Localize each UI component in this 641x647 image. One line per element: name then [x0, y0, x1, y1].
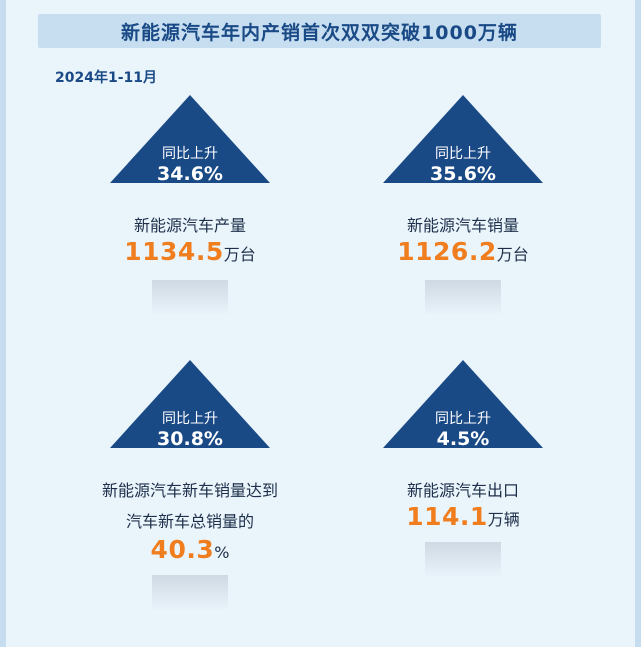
metric-number: 1126.2 [397, 237, 497, 266]
metric-number: 1134.5 [124, 237, 224, 266]
metric-label: 新能源汽车新车销量达到 [101, 481, 278, 500]
pedestal [425, 280, 501, 316]
metric-unit: 万台 [496, 245, 529, 264]
frame-left [0, 0, 6, 647]
metric-label: 新能源汽车销量 [406, 216, 519, 235]
up-arrow: 同比上升 35.6% [383, 95, 543, 185]
up-arrow-icon [110, 95, 270, 183]
metric-number: 114.1 [406, 502, 488, 531]
up-arrow-icon [383, 360, 543, 448]
arrow-value: 35.6% [430, 163, 496, 185]
arrow-label: 同比上升 [162, 411, 218, 427]
metric-number: 40.3 [150, 535, 215, 564]
page-title: 新能源汽车年内产销首次双双突破1000万辆 [121, 21, 518, 44]
arrow-label: 同比上升 [435, 411, 491, 427]
metric-label: 新能源汽车出口 [406, 481, 519, 500]
pedestal [152, 575, 228, 611]
up-arrow: 同比上升 30.8% [110, 360, 270, 450]
frame-right [635, 0, 641, 647]
metric-value: 114.1万辆 [333, 502, 593, 531]
metric-value: 40.3% [60, 535, 320, 564]
arrow-value: 34.6% [157, 163, 223, 185]
metric-unit: 万辆 [487, 510, 520, 529]
card-production: 同比上升 34.6% 新能源汽车产量 1134.5万台 [60, 95, 320, 316]
metric-unit: % [214, 543, 230, 562]
period-label: 2024年1-11月 [55, 70, 157, 86]
arrow-label: 同比上升 [162, 146, 218, 162]
arrow-label: 同比上升 [435, 146, 491, 162]
arrow-value: 30.8% [157, 428, 223, 450]
metric-unit: 万台 [223, 245, 256, 264]
page-title-bar: 新能源汽车年内产销首次双双突破1000万辆 [38, 14, 601, 48]
metric-value: 1134.5万台 [60, 237, 320, 266]
arrow-value: 4.5% [436, 428, 490, 450]
up-arrow-icon [110, 360, 270, 448]
metric-label-line2: 汽车新车总销量的 [125, 512, 254, 531]
card-sales: 同比上升 35.6% 新能源汽车销量 1126.2万台 [333, 95, 593, 316]
metric-label: 新能源汽车产量 [133, 216, 246, 235]
up-arrow-icon [383, 95, 543, 183]
metric-value: 1126.2万台 [333, 237, 593, 266]
pedestal [152, 280, 228, 316]
card-export: 同比上升 4.5% 新能源汽车出口 114.1万辆 [333, 360, 593, 640]
card-share: 同比上升 30.8% 新能源汽车新车销量达到 汽车新车总销量的 40.3% [60, 360, 320, 640]
pedestal [425, 542, 501, 578]
up-arrow: 同比上升 34.6% [110, 95, 270, 185]
up-arrow: 同比上升 4.5% [383, 360, 543, 450]
